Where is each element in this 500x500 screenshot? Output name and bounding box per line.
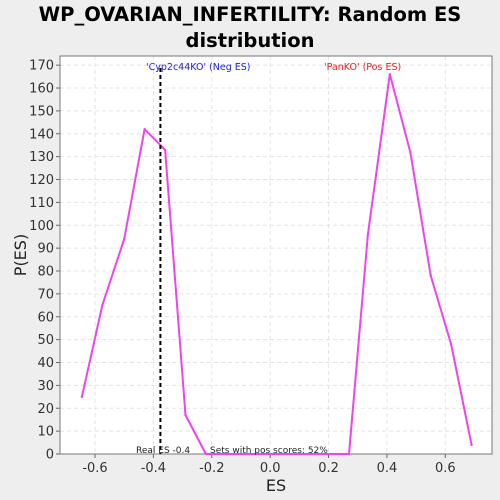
x-tick-label: 0.6 — [435, 461, 456, 476]
data-point — [409, 150, 412, 154]
y-tick-label: 100 — [29, 219, 54, 234]
x-tick-label: -0.2 — [199, 461, 224, 476]
data-point — [123, 237, 126, 241]
chart-title-line-1: WP_OVARIAN_INFERTILITY: Random ES — [38, 3, 462, 26]
y-tick-label: 90 — [37, 242, 54, 257]
y-tick-label: 20 — [37, 402, 54, 417]
y-tick-label: 140 — [29, 127, 54, 142]
y-tick-label: 50 — [37, 333, 54, 348]
data-point — [388, 73, 392, 76]
data-point — [225, 452, 228, 456]
y-tick-label: 160 — [29, 82, 54, 97]
y-tick-label: 120 — [29, 173, 54, 188]
x-tick-label: -0.6 — [82, 461, 107, 476]
chart-title: WP_OVARIAN_INFERTILITY: Random ES distri… — [0, 2, 500, 54]
y-tick-label: 110 — [29, 196, 54, 211]
y-tick-label: 60 — [37, 310, 54, 325]
x-tick-label: -0.4 — [141, 461, 166, 476]
data-point — [470, 443, 473, 447]
annotation-layer: 'Cyp2c44KO' (Neg ES) 'PanKO' (Pos ES) Real… — [136, 62, 401, 456]
data-point — [449, 343, 453, 346]
plot-area — [60, 56, 492, 454]
pos-scores-text: Sets with pos scores: 52% — [210, 446, 328, 456]
chart-title-line-2: distribution — [185, 29, 315, 52]
data-point — [429, 274, 432, 277]
data-point — [163, 148, 167, 151]
y-tick-label: 80 — [37, 265, 54, 280]
y-tick-label: 30 — [37, 379, 54, 394]
series-layer — [80, 73, 473, 456]
x-tick-label: 0.4 — [377, 461, 398, 476]
data-point — [143, 127, 146, 131]
y-tick-label: 70 — [37, 287, 54, 302]
data-point — [101, 304, 104, 307]
x-tick-label: 0.0 — [260, 461, 281, 476]
x-tick-label: 0.2 — [318, 461, 339, 476]
x-axis-title: ES — [266, 476, 286, 495]
neg-es-label: 'Cyp2c44KO' (Neg ES) — [146, 62, 251, 73]
data-point — [204, 452, 208, 456]
y-tick-label: 10 — [37, 425, 54, 440]
y-axis-title: P(ES) — [11, 234, 30, 276]
y-tick-label: 40 — [37, 356, 54, 371]
data-point — [347, 452, 351, 456]
pos-es-label: 'PanKO' (Pos ES) — [324, 62, 401, 73]
y-tick-label: 130 — [29, 150, 54, 165]
data-point — [366, 233, 370, 236]
y-tick-label: 0 — [46, 448, 54, 463]
data-point — [80, 395, 84, 399]
data-point — [184, 413, 187, 417]
y-tick-label: 170 — [29, 59, 54, 74]
y-tick-label: 150 — [29, 104, 54, 119]
real-es-text: Real ES -0.4 — [136, 446, 190, 456]
